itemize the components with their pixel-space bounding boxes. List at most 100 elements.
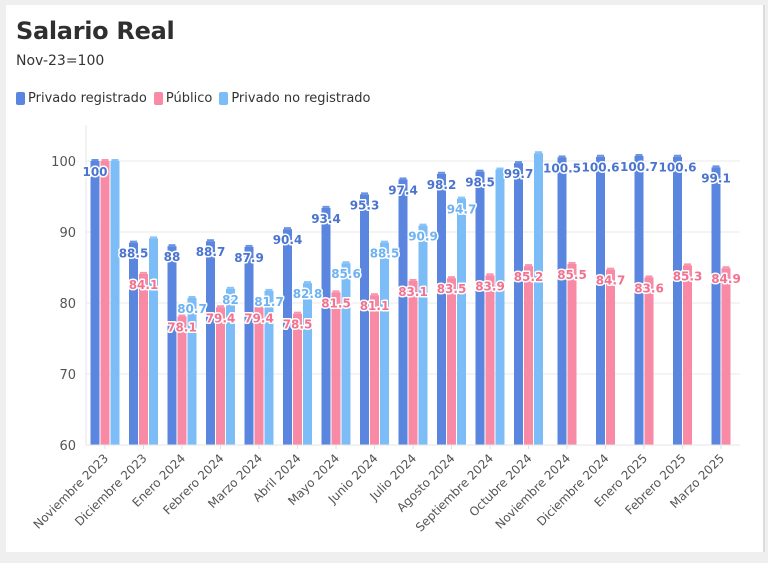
- data-label: 88.5: [370, 247, 400, 261]
- bar-cap: [496, 167, 504, 170]
- bar-público: [370, 295, 379, 445]
- bar-cap: [684, 263, 691, 266]
- bar-cap: [294, 311, 301, 314]
- legend-swatch: [16, 92, 25, 105]
- bar-cap: [207, 239, 214, 242]
- legend-swatch: [153, 92, 163, 105]
- bar-privado-registrado: [514, 163, 523, 445]
- data-label: 84.7: [596, 274, 626, 288]
- data-label: 88.7: [196, 245, 226, 259]
- data-label: 82: [222, 293, 239, 307]
- bar-cap: [712, 165, 720, 168]
- bar-privado-registrado: [673, 156, 682, 446]
- x-tick-label: Diciembre 2024: [534, 451, 612, 529]
- legend-label: Privado no registrado: [231, 91, 371, 106]
- data-label: 83.1: [398, 285, 428, 299]
- y-tick-label: 70: [59, 368, 76, 383]
- bar-privado-no-registrado: [418, 225, 428, 445]
- legend-item-privado-registrado[interactable]: Privado registrado: [16, 91, 147, 106]
- bar-cap: [101, 159, 109, 161]
- bar-público: [408, 280, 418, 445]
- data-label: 98.5: [465, 176, 495, 190]
- bar-privado-no-registrado: [187, 298, 197, 445]
- bar-cap: [419, 223, 427, 226]
- bar-cap: [111, 159, 119, 161]
- data-label: 94.7: [447, 203, 477, 217]
- bar-público: [485, 275, 495, 445]
- bar-cap: [409, 278, 417, 281]
- legend-swatch: [219, 92, 229, 105]
- bar-cap: [597, 154, 604, 157]
- data-label: 84.9: [711, 272, 741, 286]
- bar-privado-registrado: [437, 173, 446, 445]
- bar-privado-no-registrado: [341, 263, 351, 445]
- data-label: 98.2: [427, 178, 457, 192]
- data-label: 95.3: [350, 198, 380, 212]
- legend-item-publico[interactable]: Público: [153, 91, 212, 106]
- bar-público: [683, 265, 692, 445]
- data-label: 100.5: [543, 161, 581, 175]
- bar-público: [100, 161, 110, 445]
- bar-público: [447, 278, 456, 445]
- bar-cap: [607, 267, 614, 270]
- data-label: 85.5: [557, 268, 587, 282]
- legend-item-privado-no-registrado[interactable]: Privado no registrado: [219, 91, 371, 106]
- data-label: 81.1: [360, 299, 390, 313]
- legend-label: Privado registrado: [28, 91, 147, 106]
- bar-cap: [645, 275, 653, 278]
- bar-privado-registrado: [321, 207, 331, 445]
- data-label: 83.5: [437, 282, 467, 296]
- data-label: 87.9: [234, 251, 264, 265]
- bar-cap: [535, 151, 542, 154]
- bar-cap: [217, 305, 224, 308]
- chart-title: Salario Real: [16, 17, 175, 45]
- y-tick-label: 80: [59, 297, 76, 312]
- data-label: 80.7: [177, 302, 207, 316]
- bar-privado-no-registrado: [380, 242, 389, 445]
- x-tick-label: Diciembre 2023: [72, 451, 150, 529]
- bar-privado-no-registrado: [495, 169, 505, 445]
- data-label: 90.9: [408, 230, 438, 244]
- data-label: 81.5: [321, 296, 351, 310]
- bar-cap: [332, 290, 340, 293]
- data-label: 83.9: [475, 279, 505, 293]
- bar-privado-registrado: [557, 157, 567, 445]
- bar-privado-registrado: [129, 242, 138, 445]
- bar-cap: [188, 296, 196, 299]
- bar-público: [524, 266, 533, 445]
- bar-cap: [674, 154, 681, 157]
- bar-público: [139, 273, 148, 445]
- bar-cap: [91, 159, 99, 161]
- data-label: 99.7: [504, 167, 534, 181]
- data-label: 79.4: [244, 311, 274, 325]
- bar-privado-no-registrado: [457, 198, 466, 445]
- data-label: 100.6: [582, 161, 620, 175]
- bar-cap: [255, 305, 263, 308]
- bar-privado-registrado: [475, 171, 485, 445]
- y-tick-label: 60: [59, 439, 76, 454]
- data-label: 79.4: [206, 311, 236, 325]
- legend: Privado registrado Público Privado no re…: [16, 91, 371, 106]
- bar-cap: [438, 171, 445, 174]
- data-label: 82.8: [293, 287, 323, 301]
- bar-público: [293, 313, 302, 445]
- bar-privado-registrado: [206, 241, 215, 445]
- bar-público: [721, 268, 731, 445]
- bar-privado-no-registrado: [226, 288, 235, 445]
- bar-cap: [361, 192, 368, 195]
- bar-privado-registrado: [711, 167, 721, 445]
- data-label: 100.6: [659, 161, 697, 175]
- bar-cap: [178, 314, 186, 317]
- bar-privado-no-registrado: [534, 153, 543, 445]
- bar-privado-registrado: [244, 246, 254, 445]
- bar-privado-no-registrado: [110, 161, 120, 445]
- bar-cap: [245, 244, 253, 247]
- data-label: 78.1: [167, 320, 197, 334]
- bar-cap: [322, 205, 330, 208]
- bar-cap: [284, 227, 291, 230]
- data-label: 100: [82, 165, 107, 179]
- bar-cap: [381, 240, 388, 243]
- bar-público: [644, 277, 654, 445]
- y-tick-label: 90: [59, 226, 76, 241]
